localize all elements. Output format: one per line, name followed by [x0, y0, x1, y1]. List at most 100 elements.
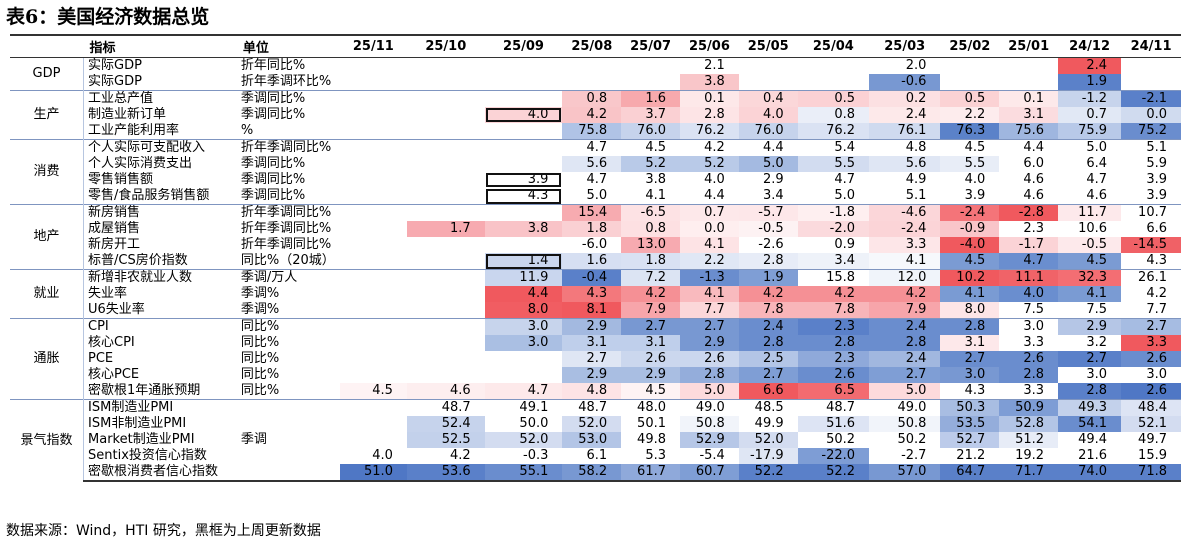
value-cell: 13.0 — [621, 237, 680, 253]
value-cell: 3.1 — [562, 335, 622, 351]
header-unit: 单位 — [236, 34, 340, 58]
value-cell: 4.1 — [1058, 286, 1122, 302]
value-cell: 1.8 — [621, 253, 680, 270]
value-cell: 4.4 — [680, 188, 739, 205]
value-cell — [485, 367, 563, 383]
value-cell: 58.2 — [562, 464, 622, 482]
value-cell: 52.4 — [406, 416, 485, 432]
value-cell: 3.4 — [738, 188, 798, 205]
value-cell: 1.4 — [484, 253, 563, 270]
indicator-name: U6失业率 — [88, 302, 145, 317]
table-row: 新房开工 折年季调同比% -6.0 13.0 4.1 -2.6 0.9 3.3 -4.0 -1.7… — [10, 237, 1181, 253]
value-cell: 3.3 — [999, 383, 1059, 400]
value-cell — [407, 188, 485, 205]
value-cell: 6.6 — [738, 383, 798, 400]
value-cell: 2.9 — [680, 335, 739, 351]
indicator-name: 失业率 — [88, 286, 128, 301]
value-cell — [340, 335, 407, 351]
indicator-name: CPI — [83, 318, 237, 335]
value-cell — [797, 57, 870, 74]
unit-label: 季调% — [240, 302, 280, 317]
value-cell: -0.4 — [562, 269, 622, 286]
value-cell — [340, 221, 407, 237]
unit-label: 同比%（20城） — [240, 253, 335, 268]
header-period: 25/02 — [940, 34, 1000, 58]
unit-label: 折年季调同比% — [240, 221, 332, 236]
value-cell: 2.6 — [1121, 383, 1181, 400]
value-cell: 4.6 — [999, 188, 1059, 205]
unit-label: 季调同比% — [240, 172, 306, 187]
value-cell: 50.2 — [869, 432, 941, 448]
value-cell: 2.8 — [940, 318, 1000, 335]
table-body: GDP 实际GDP 折年同比% 2.1 2.0 2.4 实际GDP 折年季调环比% 3.8 -0.… — [10, 57, 1181, 482]
unit-label: % — [240, 123, 254, 138]
value-cell — [999, 57, 1059, 74]
value-cell: 2.7 — [940, 351, 1000, 367]
value-cell: 32.3 — [1058, 269, 1122, 286]
table-row: 密歇根1年通胀预期 同比% 4.5 4.6 4.7 4.8 4.5 5.0 6.6 6.5 5.0 4… — [10, 383, 1181, 400]
value-cell — [407, 74, 485, 91]
header-row: 指标 单位 25/11 25/10 25/09 25/08 25/07 25/0… — [10, 34, 1181, 58]
indicator-name: ISM制造业PMI — [83, 399, 237, 416]
value-cell: 2.8 — [680, 107, 739, 123]
value-cell: -0.3 — [484, 448, 563, 464]
unit-label — [236, 464, 340, 482]
value-cell: 3.1 — [999, 107, 1059, 123]
category-label: 地产 — [10, 204, 85, 270]
value-cell: -5.7 — [738, 204, 798, 221]
value-cell: 2.8 — [738, 253, 798, 270]
value-cell: 4.4 — [999, 139, 1059, 156]
value-cell: 5.3 — [621, 448, 680, 464]
value-cell — [340, 107, 407, 123]
header-category — [10, 34, 84, 58]
value-cell: 52.0 — [562, 416, 622, 432]
value-cell: -14.5 — [1121, 237, 1181, 253]
table-row: Sentix投资信心指数 4.0 4.2 -0.3 6.1 5.3 -5.4 -17.9 -22… — [10, 448, 1181, 464]
unit-label: 折年季调同比% — [240, 237, 332, 252]
value-cell: 75.8 — [562, 123, 622, 140]
value-cell — [485, 123, 563, 140]
unit-label: 同比% — [236, 318, 340, 335]
unit-label: 季调同比% — [240, 156, 306, 171]
value-cell: 52.8 — [999, 416, 1059, 432]
value-cell: 2.2 — [940, 107, 1000, 123]
value-cell: 5.0 — [680, 383, 739, 400]
table-row: 工业产能利用率% 75.8 76.0 76.2 76.0 76.2 76.1 76.3 75.6… — [10, 123, 1181, 140]
value-cell: 50.8 — [869, 416, 941, 432]
value-cell: 2.6 — [621, 351, 680, 367]
value-cell: 5.0 — [869, 383, 941, 400]
value-cell: 4.7 — [1058, 172, 1122, 188]
value-cell: 7.2 — [621, 269, 680, 286]
value-cell — [339, 269, 407, 286]
value-cell — [340, 156, 407, 172]
value-cell: 4.5 — [940, 139, 1000, 156]
indicator-name: 核心CPI — [88, 335, 135, 350]
value-cell — [407, 156, 485, 172]
value-cell: 76.2 — [797, 123, 870, 140]
indicator-name: 标普/CS房价指数 — [88, 253, 188, 268]
value-cell: 2.1 — [680, 57, 739, 74]
table-row: 生产 工业总产值 季调同比% 0.8 1.6 0.1 0.4 0.5 0.2 0.5 0.1 -1.2… — [10, 90, 1181, 140]
value-cell — [484, 204, 563, 221]
value-cell: 5.0 — [738, 156, 798, 172]
value-cell: 3.7 — [621, 107, 680, 123]
value-cell: 3.3 — [869, 237, 941, 253]
value-cell — [406, 139, 485, 156]
value-cell: 4.7 — [999, 253, 1059, 270]
value-cell: -0.5 — [738, 221, 798, 237]
value-cell: 3.8 — [484, 221, 563, 237]
value-cell: 2.8 — [999, 367, 1059, 383]
unit-label: 折年季调同比% — [236, 204, 340, 221]
indicator-name: 新增非农就业人数 — [83, 269, 237, 286]
value-cell: 51.6 — [797, 416, 870, 432]
category-label: GDP — [10, 57, 85, 91]
value-cell: 53.6 — [406, 464, 485, 482]
value-cell: -1.2 — [1058, 90, 1122, 107]
value-cell: 3.0 — [484, 318, 563, 335]
value-cell: 2.6 — [797, 367, 870, 383]
value-cell: 3.9 — [940, 188, 1000, 205]
table-row: 核心PCE 同比% 2.9 2.9 2.8 2.7 2.6 2.7 3.0 2.8 3.0 3.0 — [10, 367, 1181, 383]
value-cell — [340, 302, 407, 319]
value-cell: 2.3 — [797, 318, 870, 335]
value-cell: -4.0 — [940, 237, 1000, 253]
